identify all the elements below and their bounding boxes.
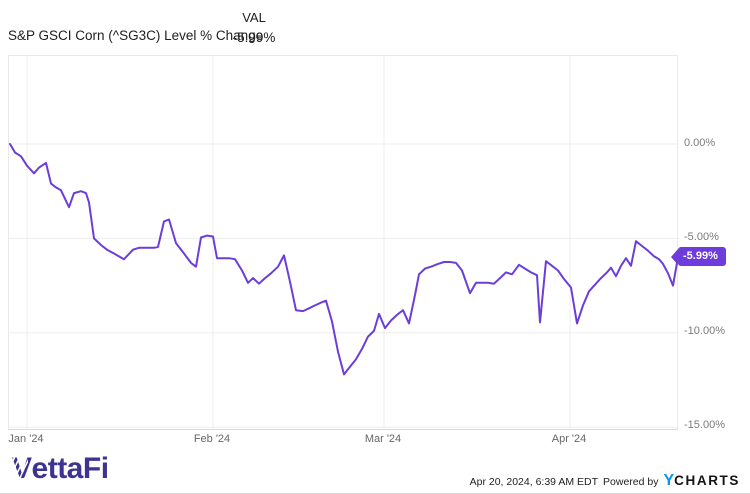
timestamp: Apr 20, 2024, 6:39 AM EDT [469,476,599,488]
ycharts-y-mark: Y [663,472,675,489]
badge-value: -5.99% [678,247,726,266]
line-chart [9,56,679,431]
x-tick-mar: Mar '24 [364,433,402,445]
x-tick-apr: Apr '24 [551,433,587,445]
y-tick-3: -15.00% [684,419,725,431]
y-tick-2: -10.00% [684,325,725,337]
y-tick-0: 0.00% [684,137,716,149]
powered-by-label: Powered by [603,476,659,488]
badge-arrow-icon [671,248,678,265]
x-tick-jan: Jan '24 [8,433,44,445]
ycharts-wordmark-rest: CHARTS [674,473,740,488]
chart-title: S&P GSCI Corn (^SG3C) Level % Change [8,28,264,43]
ycharts-logo: YCHARTS [663,472,740,490]
last-value-badge: -5.99% [671,247,726,266]
val-column: VAL -5.99% [220,8,288,48]
vettafi-striped-v: V [12,452,32,485]
val-column-header: VAL [242,10,266,25]
y-tick-1: -5.00% [684,231,719,243]
attribution-row: Apr 20, 2024, 6:39 AM EDT Powered by YCH… [470,472,740,490]
vettafi-wordmark-rest: ettaFi [31,452,110,485]
vettafi-logo: VettaFi [12,452,109,486]
x-tick-feb: Feb '24 [193,433,231,445]
series-line [9,143,679,376]
plot-area [8,55,679,431]
val-current-value: -5.99% [232,30,276,45]
